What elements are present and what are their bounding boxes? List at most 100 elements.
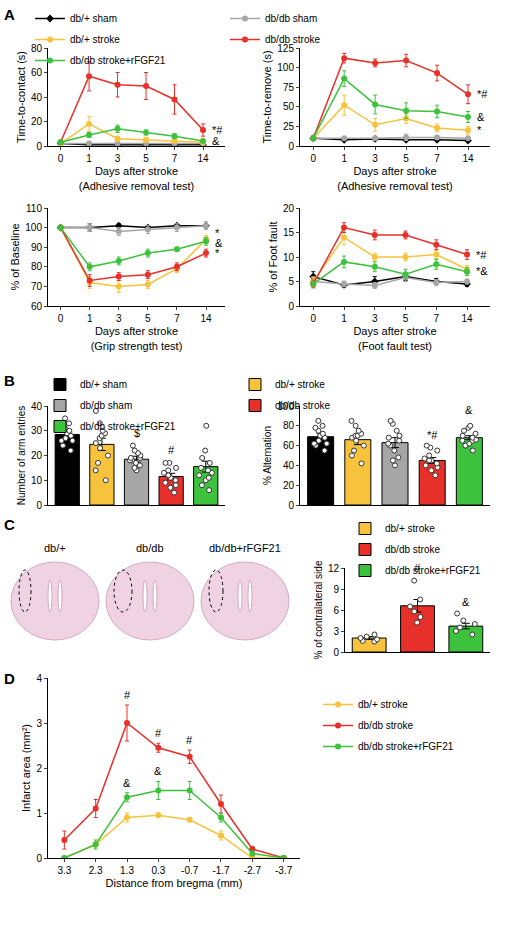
svg-text:5: 5 (145, 313, 151, 324)
svg-text:*: * (215, 247, 220, 259)
svg-text:db/+ sham: db/+ sham (80, 379, 127, 390)
svg-text:20: 20 (283, 203, 295, 214)
svg-text:3: 3 (36, 718, 42, 729)
svg-text:db/db sham: db/db sham (265, 13, 317, 24)
svg-text:2: 2 (36, 763, 42, 774)
svg-text:C: C (4, 516, 15, 533)
svg-text:1.3: 1.3 (120, 865, 134, 876)
svg-text:% of Baseline: % of Baseline (9, 223, 21, 290)
svg-text:&: & (123, 777, 131, 789)
svg-text:0: 0 (310, 313, 316, 324)
svg-text:30: 30 (31, 425, 43, 436)
svg-text:$: $ (134, 427, 140, 439)
svg-text:0: 0 (310, 153, 316, 164)
svg-text:-2.7: -2.7 (244, 865, 262, 876)
svg-text:&: & (215, 237, 223, 249)
svg-text:*: * (477, 124, 482, 136)
svg-text:9: 9 (333, 584, 339, 595)
svg-text:40: 40 (31, 401, 43, 412)
svg-text:20: 20 (31, 450, 43, 461)
svg-text:% of Foot fault: % of Foot fault (267, 222, 279, 293)
svg-text:#: # (155, 727, 162, 739)
svg-text:0: 0 (58, 313, 64, 324)
svg-text:90: 90 (31, 242, 43, 253)
svg-text:1: 1 (341, 313, 347, 324)
svg-text:% Alternation: % Alternation (262, 426, 273, 485)
svg-text:db/+ stroke: db/+ stroke (358, 699, 408, 710)
svg-text:7: 7 (172, 153, 178, 164)
svg-text:#: # (186, 734, 193, 746)
svg-text:db/db stroke+rFGF21: db/db stroke+rFGF21 (70, 55, 166, 66)
svg-text:60: 60 (31, 67, 43, 78)
svg-text:Distance from bregma (mm): Distance from bregma (mm) (106, 877, 243, 889)
svg-text:7: 7 (433, 313, 439, 324)
svg-text:80: 80 (31, 43, 43, 54)
svg-text:70: 70 (31, 281, 43, 292)
svg-text:#: # (414, 562, 421, 574)
svg-text:Number of arm entries: Number of arm entries (16, 406, 27, 505)
svg-text:1: 1 (36, 808, 42, 819)
svg-text:*#: *# (212, 124, 223, 136)
svg-text:10: 10 (283, 252, 295, 263)
svg-text:*: * (215, 227, 220, 239)
svg-text:db/db stroke: db/db stroke (275, 400, 330, 411)
svg-text:db/db: db/db (136, 542, 164, 554)
svg-text:0: 0 (36, 853, 42, 864)
svg-text:db/db stroke: db/db stroke (265, 34, 320, 45)
svg-text:db/db stroke: db/db stroke (385, 544, 440, 555)
svg-text:4: 4 (36, 673, 42, 684)
svg-text:80: 80 (31, 261, 43, 272)
svg-text:20: 20 (283, 480, 295, 491)
svg-text:db/db stroke+rFGF21: db/db stroke+rFGF21 (358, 741, 454, 752)
svg-text:0: 0 (333, 647, 339, 658)
svg-text:14: 14 (197, 153, 209, 164)
svg-text:Days after stroke(Adhesive rem: Days after stroke(Adhesive removal test) (337, 165, 453, 191)
svg-text:5: 5 (143, 153, 149, 164)
svg-text:25: 25 (283, 121, 295, 132)
svg-text:db/+ stroke: db/+ stroke (70, 34, 120, 45)
svg-text:60: 60 (283, 440, 295, 451)
svg-text:0.3: 0.3 (151, 865, 165, 876)
svg-text:Infarct area (mm²): Infarct area (mm²) (20, 724, 32, 812)
svg-text:100: 100 (277, 62, 294, 73)
svg-text:100: 100 (25, 222, 42, 233)
svg-text:3: 3 (115, 153, 121, 164)
svg-text:db/+ stroke: db/+ stroke (275, 379, 325, 390)
svg-text:-3.7: -3.7 (275, 865, 293, 876)
svg-text:6: 6 (333, 605, 339, 616)
svg-text:10: 10 (31, 475, 43, 486)
svg-text:db/db+rFGF21: db/db+rFGF21 (209, 542, 281, 554)
svg-text:% of contralateral side: % of contralateral side (313, 560, 324, 659)
svg-text:1: 1 (86, 153, 92, 164)
svg-text:12: 12 (328, 563, 340, 574)
svg-text:&: & (465, 404, 473, 416)
svg-text:3.3: 3.3 (57, 865, 71, 876)
svg-text:5: 5 (403, 153, 409, 164)
svg-text:&: & (462, 596, 470, 608)
svg-text:&: & (154, 765, 162, 777)
svg-text:Days after stroke(Adhesive rem: Days after stroke(Adhesive removal test) (79, 165, 195, 191)
svg-text:50: 50 (283, 101, 295, 112)
svg-text:Days after stroke(Foot fault t: Days after stroke(Foot fault test) (353, 325, 436, 351)
svg-text:15: 15 (283, 227, 295, 238)
svg-text:0: 0 (36, 500, 42, 511)
svg-text:Time-to-contact (s): Time-to-contact (s) (15, 51, 27, 143)
svg-text:5: 5 (403, 313, 409, 324)
svg-text:db/db stroke+rFGF21: db/db stroke+rFGF21 (385, 565, 481, 576)
svg-text:7: 7 (434, 153, 440, 164)
svg-text:B: B (4, 372, 15, 389)
svg-text:D: D (4, 670, 15, 687)
svg-text:2.3: 2.3 (89, 865, 103, 876)
svg-text:0: 0 (36, 141, 42, 152)
svg-text:-0.7: -0.7 (181, 865, 199, 876)
svg-text:110: 110 (26, 203, 42, 214)
svg-text:3: 3 (333, 626, 339, 637)
svg-text:75: 75 (283, 82, 295, 93)
svg-text:Days after stroke(Grip strengt: Days after stroke(Grip strength test) (91, 325, 183, 351)
svg-text:80: 80 (283, 420, 295, 431)
svg-text:14: 14 (461, 313, 473, 324)
svg-text:3: 3 (372, 153, 378, 164)
svg-text:5: 5 (288, 276, 294, 287)
svg-text:-1.7: -1.7 (212, 865, 230, 876)
svg-text:&: & (477, 111, 485, 123)
